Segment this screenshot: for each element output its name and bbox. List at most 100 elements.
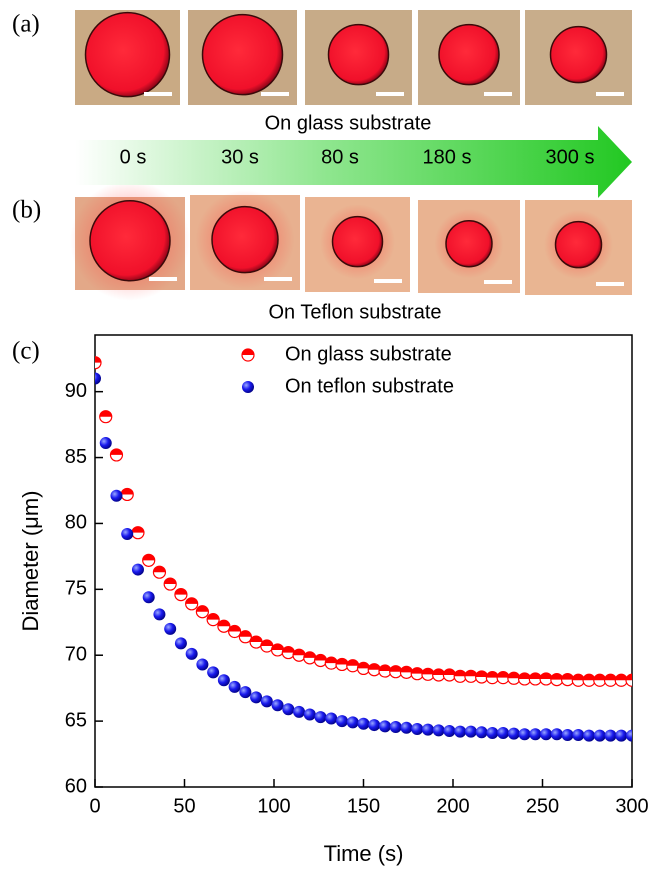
point [358,662,370,674]
point-half [143,554,155,560]
point-half [207,614,219,620]
point [497,727,509,739]
point [293,706,305,718]
time-label: 80 s [321,146,359,168]
point [615,730,627,742]
droplet [86,13,170,97]
droplet [333,217,383,267]
point-half [186,598,198,604]
point [422,724,434,736]
x-tick-label: 0 [89,795,100,817]
point-half [583,674,595,680]
point-half [508,672,520,678]
point-half [626,674,638,680]
point [562,729,574,741]
point [400,666,412,678]
point-half [293,649,305,655]
point [218,620,230,632]
point [282,703,294,715]
point [121,528,133,540]
scale-bar [596,282,624,286]
point [218,674,230,686]
time-label: 180 s [423,146,472,168]
point [572,729,584,741]
points [89,357,638,742]
point-half [486,672,498,678]
point [229,626,241,638]
point-half [100,411,112,417]
point [132,564,144,576]
y-tick-label: 80 [65,512,87,534]
scale-bar [144,92,172,96]
point [242,381,254,393]
panel-label: (a) [12,11,40,38]
point [196,606,208,618]
scale-bar [596,92,624,96]
caption: On Teflon substrate [268,301,441,323]
point-half [368,664,380,670]
point-half [529,673,541,679]
point [242,349,254,361]
point-half [562,674,574,680]
scale-bar [484,92,512,96]
point-half [325,657,337,663]
point [110,490,122,502]
point [390,721,402,733]
point-half [454,670,466,676]
point [465,726,477,738]
point [207,614,219,626]
point [433,724,445,736]
time-label: 30 s [221,146,259,168]
point-half [540,673,552,679]
droplet [212,207,278,273]
point-half [379,665,391,671]
y-tick-label: 85 [65,446,87,468]
scale-bar [264,277,292,281]
point [196,658,208,670]
point [272,699,284,711]
point [358,718,370,730]
droplet [90,201,170,281]
y-tick-label: 60 [65,775,87,797]
point-half [615,674,627,680]
point-half [282,647,294,653]
x-tick-label: 50 [173,795,195,817]
point-half [551,674,563,680]
point [411,723,423,735]
point-half [519,673,531,679]
point-half [358,662,370,668]
point [519,728,531,740]
point [239,631,251,643]
legend-label: On glass substrate [285,343,452,365]
point-half [196,606,208,612]
droplet [439,25,499,85]
point [605,730,617,742]
droplet [203,15,283,95]
point-half [175,589,187,595]
legend-label: On teflon substrate [285,375,454,397]
x-tick-label: 250 [526,795,559,817]
point-half [153,566,165,572]
point [368,719,380,731]
point-half [476,671,488,677]
scale-bar [374,279,402,283]
point [229,681,241,693]
x-tick-label: 300 [615,795,648,817]
droplet [446,221,492,267]
point [164,578,176,590]
y-tick-label: 70 [65,644,87,666]
point [250,691,262,703]
point [400,722,412,734]
point-half [572,674,584,680]
point [89,372,101,384]
point [315,711,327,723]
point-half [110,449,122,455]
time-label: 300 s [546,146,595,168]
point-half [272,644,284,650]
point [583,730,595,742]
point-half [336,658,348,664]
point [110,449,122,461]
point [186,598,198,610]
y-tick-label: 90 [65,380,87,402]
